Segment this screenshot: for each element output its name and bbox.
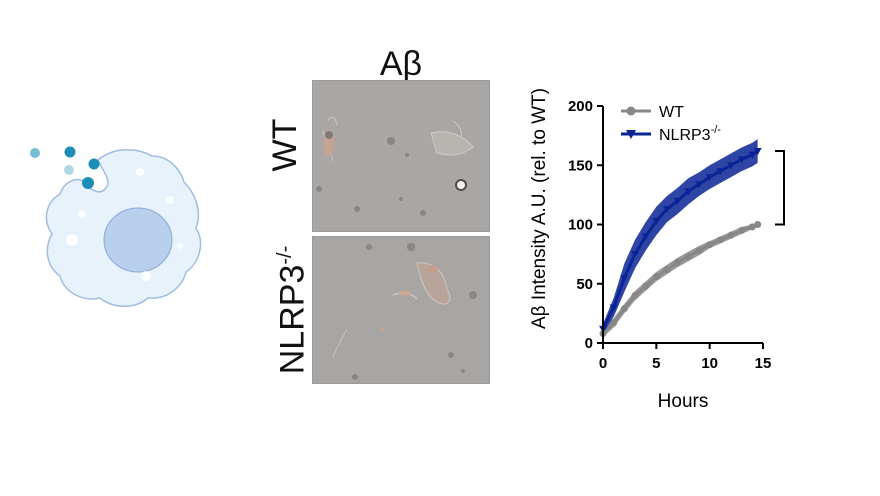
- series-wt-point: [716, 236, 724, 244]
- legend-nlrp3-label-sup: -/-: [711, 124, 722, 136]
- series-nlrp3-point: [663, 206, 671, 214]
- series-wt-point: [620, 305, 628, 313]
- uptake-chart: 0 50 100 150 200 0 5 10 15 WT NLRP3-/- **** Hours…: [529, 88, 805, 412]
- legend-nlrp3-marker: [626, 130, 636, 139]
- x-tick-label: 0: [599, 355, 607, 372]
- vesicle: [166, 196, 174, 204]
- plot-area: [599, 139, 762, 338]
- series-wt-point: [748, 223, 756, 231]
- series-wt-point: [738, 226, 746, 234]
- row-label-wt: WT: [265, 80, 305, 210]
- series-nlrp3-point: [641, 233, 650, 241]
- series-nlrp3-point: [748, 151, 757, 159]
- micrograph-wt: [312, 80, 490, 232]
- legend-wt-label: WT: [659, 104, 684, 121]
- series-wt-point: [642, 282, 650, 290]
- series-nlrp3-point: [652, 217, 661, 225]
- significance-label: ****: [797, 175, 805, 201]
- series-wt-point: [754, 221, 762, 228]
- series-wt-point: [695, 247, 703, 255]
- legend-nlrp3-label-main: NLRP3: [659, 127, 711, 144]
- vesicle: [141, 271, 151, 281]
- x-tick-label: 10: [701, 355, 718, 372]
- vesicle: [136, 168, 144, 176]
- series-nlrp3-point: [609, 304, 618, 312]
- series-wt-point: [663, 266, 671, 274]
- series-nlrp3-point: [716, 168, 725, 176]
- amyloid-particle: [30, 148, 40, 158]
- y-tick-label: 200: [568, 98, 593, 115]
- series-nlrp3-point: [620, 274, 629, 282]
- y-tick-label: 0: [585, 335, 593, 352]
- axes: 0 50 100 150 200 0 5 10 15: [568, 98, 771, 372]
- series-wt-point: [727, 231, 735, 239]
- significance-bracket-line: [775, 150, 785, 226]
- series-wt-point: [631, 292, 639, 300]
- vesicle: [66, 234, 78, 246]
- micrograph-nlrp3: [312, 236, 490, 384]
- y-axis-title: Aβ Intensity A.U. (rel. to WT): [529, 88, 550, 329]
- nucleus: [103, 207, 173, 273]
- y-tick-label: 50: [576, 276, 593, 293]
- series-nlrp3-point: [631, 251, 639, 259]
- series-wt-point: [610, 319, 618, 327]
- legend: WT NLRP3-/-: [621, 104, 721, 144]
- series-wt-line: [601, 223, 759, 335]
- micrograph-title: Aβ: [379, 45, 423, 83]
- series-nlrp3-point: [753, 148, 762, 156]
- series-wt-point: [684, 252, 692, 260]
- vesicle: [177, 243, 183, 249]
- micrograph-wt-image: [313, 81, 489, 231]
- row-label-nlrp3: NLRP3-/-: [265, 212, 311, 408]
- legend-wt-label-main: WT: [659, 104, 684, 121]
- series-nlrp3-point: [673, 197, 682, 205]
- series-nlrp3-point: [727, 162, 735, 170]
- x-tick-label: 5: [652, 355, 660, 372]
- row-label-nlrp3-text: NLRP3: [273, 264, 312, 375]
- x-tick-label: 15: [755, 355, 772, 372]
- y-tick-label: 100: [568, 217, 593, 234]
- series-nlrp3-point: [684, 188, 693, 196]
- macrophage-illustration: [30, 146, 202, 307]
- x-axis-title: Hours: [658, 391, 709, 412]
- row-label-nlrp3-sup: -/-: [274, 245, 296, 265]
- series-nlrp3-line: [601, 149, 759, 330]
- series-wt-point: [652, 273, 660, 281]
- amyloid-particle: [64, 165, 74, 175]
- significance-bracket: ****: [775, 150, 805, 226]
- legend-nlrp3-label: NLRP3-/-: [659, 124, 721, 144]
- legend-wt-marker: [626, 106, 636, 116]
- y-tick-label: 150: [568, 157, 593, 174]
- amyloid-particle: [88, 158, 100, 170]
- series-nlrp3-point: [705, 174, 714, 182]
- series-nlrp3-point: [737, 156, 746, 164]
- amyloid-particle: [82, 177, 94, 189]
- amyloid-particle: [64, 146, 76, 158]
- row-label-wt-text: WT: [266, 118, 304, 172]
- micrograph-nlrp3-image: [313, 237, 489, 383]
- series-wt-point: [674, 258, 682, 266]
- series-nlrp3-point: [695, 181, 703, 189]
- series-wt-point: [706, 241, 714, 249]
- vesicle: [78, 210, 86, 218]
